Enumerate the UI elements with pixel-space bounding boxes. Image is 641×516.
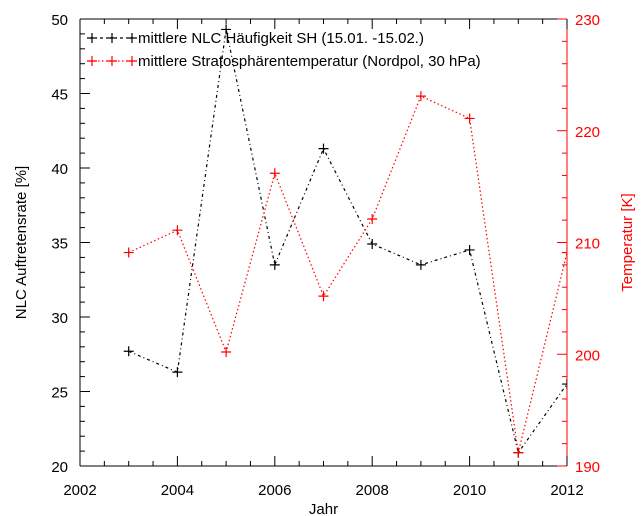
right-tick-label: 230	[575, 12, 600, 29]
x-tick-label: 2006	[258, 482, 291, 499]
left-tick-label: 40	[51, 161, 68, 178]
series-line	[128, 29, 567, 455]
data-point-marker	[318, 143, 329, 154]
data-point-marker	[172, 225, 183, 236]
data-point-marker	[172, 367, 183, 378]
right-tick-label: 200	[575, 347, 600, 364]
legend: mittlere NLC Häufigkeit SH (15.01. -15.0…	[87, 30, 481, 70]
left-tick-label: 20	[51, 459, 68, 476]
data-point-marker	[269, 168, 280, 179]
data-point-marker	[464, 244, 475, 255]
data-point-marker	[221, 24, 232, 35]
plot-frame	[79, 18, 568, 467]
left-tick-label: 50	[51, 12, 68, 29]
data-point-marker	[415, 91, 426, 102]
legend-marker	[107, 33, 117, 43]
legend-marker	[127, 56, 137, 66]
data-point-marker	[367, 214, 378, 225]
legend-entry-1: mittlere NLC Häufigkeit SH (15.01. -15.0…	[87, 30, 424, 47]
data-point-marker	[221, 347, 232, 358]
data-point-marker	[464, 113, 475, 124]
left-axis: 20 25 30 35 40 45 50	[51, 12, 90, 476]
data-point-marker	[562, 247, 567, 258]
right-axis-title: Temperatur [K]	[619, 193, 636, 291]
data-point-marker	[269, 259, 280, 270]
x-axis-title: Jahr	[309, 501, 338, 516]
left-tick-label: 45	[51, 87, 68, 104]
series-2	[123, 91, 567, 458]
legend-label: mittlere Stratosphärentemperatur (Nordpo…	[138, 53, 481, 70]
left-tick-label: 35	[51, 236, 68, 253]
x-tick-label: 2004	[161, 482, 194, 499]
legend-marker	[107, 56, 117, 66]
data-point-marker	[367, 238, 378, 249]
right-axis: 190 200 210 220 230	[557, 12, 600, 476]
legend-marker	[87, 56, 97, 66]
left-tick-label: 25	[51, 385, 68, 402]
right-tick-label: 190	[575, 459, 600, 476]
x-tick-label: 2012	[550, 482, 583, 499]
data-point-marker	[415, 259, 426, 270]
series-1	[123, 24, 567, 458]
x-axis: 2002 2004 2006 2008 2010 2012	[63, 19, 584, 499]
legend-label: mittlere NLC Häufigkeit SH (15.01. -15.0…	[138, 30, 424, 47]
legend-marker	[87, 33, 97, 43]
legend-entry-2: mittlere Stratosphärentemperatur (Nordpo…	[87, 53, 481, 70]
right-tick-label: 210	[575, 236, 600, 253]
legend-marker	[127, 33, 137, 43]
data-point-marker	[123, 346, 134, 357]
series-line	[128, 95, 567, 453]
x-tick-label: 2008	[356, 482, 389, 499]
data-point-marker	[562, 379, 567, 390]
data-point-marker	[123, 247, 134, 258]
right-tick-label: 220	[575, 124, 600, 141]
data-point-marker	[318, 291, 329, 302]
series-layer	[123, 24, 567, 458]
left-tick-label: 30	[51, 310, 68, 327]
left-axis-title: NLC Auftretensrate [%]	[13, 166, 30, 319]
x-tick-label: 2010	[453, 482, 486, 499]
x-tick-label: 2002	[63, 482, 96, 499]
data-point-marker	[513, 447, 524, 458]
